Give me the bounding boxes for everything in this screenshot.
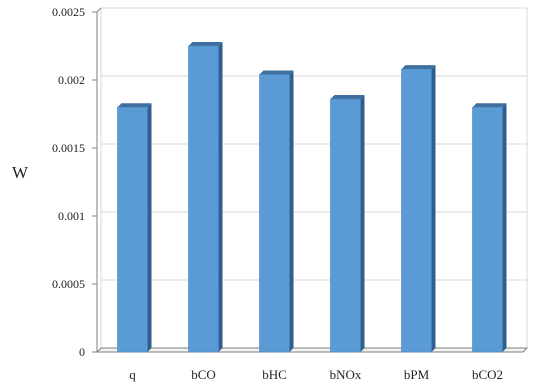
bar-front-face <box>472 106 503 353</box>
bar-bHC <box>259 70 294 353</box>
x-tick-labels: q bCO bHC bNOx bPM bCO2 <box>129 367 503 382</box>
bar-bPM <box>401 65 436 353</box>
bar-side-face <box>147 103 152 352</box>
bar-bCO2 <box>472 103 507 353</box>
bar-top-face <box>188 42 223 46</box>
bar-bCO <box>188 42 223 353</box>
bar-top-face <box>259 70 294 75</box>
bar-front-face <box>330 98 361 353</box>
bar-side-face <box>289 70 294 352</box>
y-tick-label: 0.002 <box>58 73 85 87</box>
bar-top-face <box>117 103 152 108</box>
gridlines <box>100 7 528 348</box>
bar-bNOx <box>330 95 365 353</box>
x-tick-label: q <box>129 367 136 382</box>
chart-floor <box>95 347 529 353</box>
bar-side-face <box>360 95 365 352</box>
x-tick-label: bCO <box>191 367 216 382</box>
bar-top-face <box>472 103 507 108</box>
y-tick-label: 0.0015 <box>52 141 85 155</box>
bar-side-face <box>218 42 223 352</box>
bar-front-face <box>259 74 290 353</box>
y-axis-top <box>96 7 102 13</box>
bar-front-face <box>188 45 219 353</box>
bar-side-face <box>431 65 436 353</box>
bar-q <box>117 103 152 353</box>
y-tick-label: 0 <box>79 345 85 359</box>
x-tick-label: bHC <box>262 367 287 382</box>
y-tick-label: 0.0025 <box>52 5 85 19</box>
bar-top-face <box>330 95 365 100</box>
axes <box>92 7 529 353</box>
bar-front-face <box>117 106 148 353</box>
bar-side-face <box>502 103 507 352</box>
y-tick-labels: 0 0.0005 0.001 0.0015 0.002 0.0025 <box>52 5 85 359</box>
y-axis-title: W <box>12 163 29 182</box>
x-tick-label: bPM <box>404 367 430 382</box>
x-tick-label: bCO2 <box>472 367 503 382</box>
x-tick-label: bNOx <box>330 367 362 382</box>
bar-front-face <box>401 68 432 353</box>
bar-top-face <box>401 65 436 70</box>
bars <box>117 42 507 353</box>
y-tick-label: 0.001 <box>58 209 85 223</box>
y-tick-label: 0.0005 <box>52 277 85 291</box>
